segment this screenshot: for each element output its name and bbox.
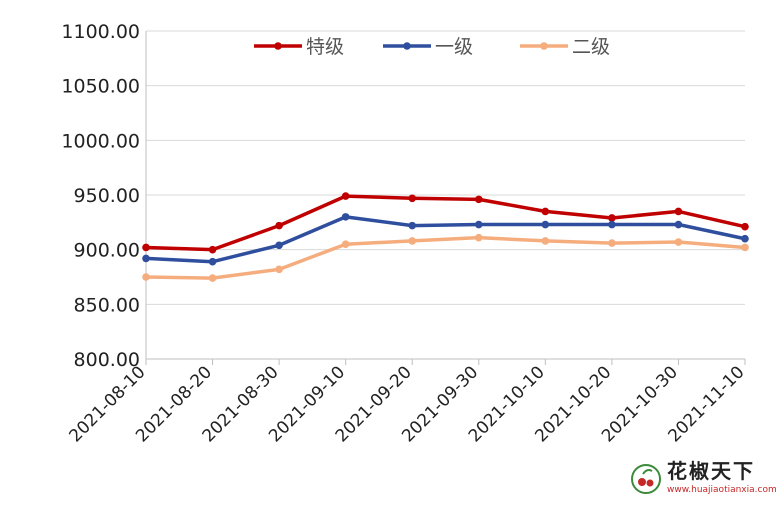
data-point (341, 240, 350, 248)
legend-item: 一级 (383, 36, 473, 58)
watermark-brand: 花椒天下 (667, 459, 755, 483)
data-point (208, 274, 217, 282)
legend-marker (274, 42, 282, 50)
data-point (474, 195, 483, 204)
data-point (474, 220, 483, 229)
data-point (142, 273, 150, 281)
data-point (208, 245, 217, 254)
data-point (275, 265, 283, 274)
legend-marker (403, 42, 411, 50)
legend-label: 特级 (306, 36, 344, 58)
series-2 (142, 233, 749, 282)
series-line (145, 215, 746, 264)
legend-marker (540, 42, 548, 50)
y-tick-label: 1100.00 (61, 21, 140, 43)
data-point (142, 254, 150, 263)
x-tick-labels: 2021-08-102021-08-202021-08-302021-09-10… (66, 362, 749, 446)
data-point (541, 207, 550, 216)
data-point (208, 257, 217, 266)
data-point (674, 238, 683, 246)
legend-label: 二级 (572, 36, 610, 58)
y-tick-labels: 800.00 850.00 900.00 950.00 1000.00 1050.00 11… (61, 21, 140, 371)
data-point (408, 221, 417, 230)
data-point (275, 221, 283, 230)
y-tick-label: 850.00 (74, 294, 140, 316)
data-point (474, 233, 483, 242)
y-tick-label: 800.00 (74, 349, 140, 371)
y-tick-label: 1000.00 (61, 130, 140, 152)
data-point (608, 220, 616, 229)
data-point (275, 241, 283, 250)
data-point (541, 220, 550, 229)
data-point (741, 222, 749, 231)
watermark: 花椒天下 www.huajiaotianxia.com (631, 459, 777, 495)
y-tick-label: 1050.00 (61, 76, 140, 98)
series-line (145, 235, 746, 280)
data-point (341, 213, 350, 221)
legend-item: 二级 (520, 36, 610, 58)
series-lines (142, 192, 749, 282)
legend: 特级 一级 二级 (254, 36, 610, 58)
data-point (608, 214, 616, 222)
series-0 (142, 192, 749, 254)
series-line (145, 194, 746, 252)
data-point (741, 234, 749, 243)
data-point (142, 243, 150, 252)
data-point (341, 192, 350, 200)
gridlines (146, 30, 745, 305)
y-tick-label: 950.00 (74, 185, 140, 207)
data-point (608, 239, 616, 247)
watermark-url: www.huajiaotianxia.com (667, 485, 777, 495)
data-point (674, 220, 683, 229)
data-point (741, 243, 749, 252)
legend-item: 特级 (254, 36, 344, 58)
data-point (408, 194, 417, 203)
series-1 (142, 213, 749, 266)
legend-label: 一级 (435, 36, 473, 58)
axes (145, 31, 746, 365)
data-point (674, 207, 683, 216)
data-point (541, 237, 550, 245)
y-tick-label: 900.00 (74, 240, 140, 262)
pepper-logo-icon (631, 464, 661, 494)
data-point (408, 237, 417, 245)
